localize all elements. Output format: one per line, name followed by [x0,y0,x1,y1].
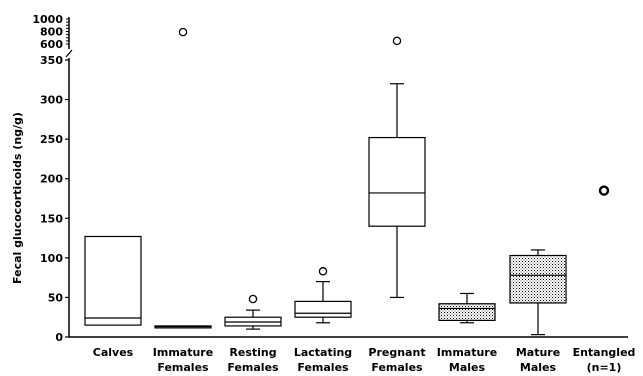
x-category-label: Females [157,361,209,374]
box-group-7 [509,249,567,336]
x-category-label: Males [449,361,486,374]
box-group-2 [154,27,212,329]
y-tick-label: 350 [40,54,63,67]
x-category-label: Immature [153,346,213,359]
y-tick-label: 150 [40,212,63,225]
y-tick-label: 250 [40,133,63,146]
x-category-label: Immature [437,346,497,359]
box-group-3 [224,294,282,330]
y-tick-label: 1000 [32,13,63,26]
single-point [598,185,610,196]
box-group-1 [84,235,142,326]
y-tick-label: 800 [40,26,63,39]
box-group-8 [598,185,610,196]
y-tick-label: 300 [40,94,63,107]
box-iqr [509,254,567,304]
x-category-label: Mature [516,346,560,359]
x-category-label: Females [227,361,279,374]
box-iqr [438,303,496,321]
y-tick-label: 50 [48,291,64,304]
y-tick-label: 200 [40,173,63,186]
y-axis-title: Fecal glucocorticoids (ng/g) [11,112,24,284]
box-iqr [84,235,142,326]
box-group-4 [294,267,352,324]
outlier-point [392,36,402,46]
x-category-label: Calves [93,346,134,359]
y-tick-label: 0 [55,331,63,344]
x-category-label: (n=1) [587,361,622,374]
x-category-label: Entangled [573,346,636,359]
outlier-point [248,294,258,304]
box-group-5 [368,36,426,299]
x-category-label: Resting [229,346,276,359]
axis-break-mark [65,49,73,58]
box-group-6 [438,292,496,324]
y-tick-label: 600 [40,38,63,51]
x-category-label: Males [520,361,557,374]
box-iqr [368,136,426,227]
x-category-label: Lactating [294,346,352,359]
box-iqr [294,300,352,318]
y-tick-label: 100 [40,252,63,265]
x-category-label: Pregnant [368,346,425,359]
outlier-point [178,27,188,37]
x-category-label: Females [371,361,423,374]
x-category-label: Females [297,361,349,374]
outlier-point [318,267,328,276]
